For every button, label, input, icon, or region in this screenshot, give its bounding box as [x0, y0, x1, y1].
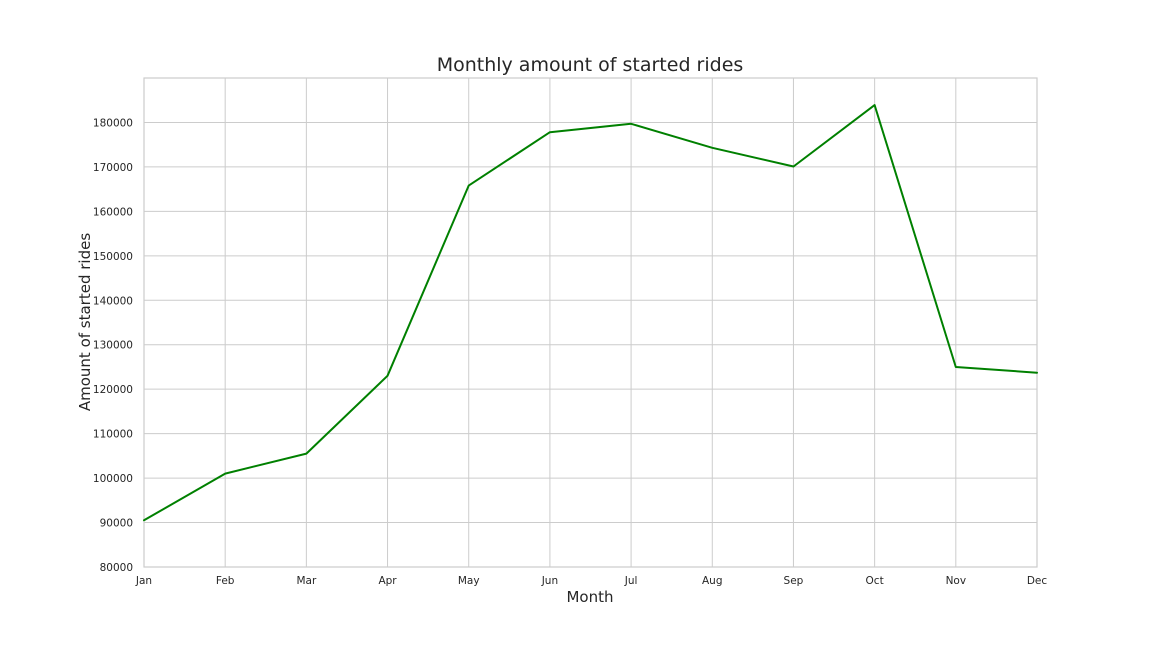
tick-labels: Jan Feb Mar Apr May Jun Jul Aug Sep Oct Nov Dec 8000… — [93, 117, 1047, 587]
y-tick-label: 90000 — [100, 518, 133, 530]
y-tick-label: 110000 — [93, 429, 133, 441]
y-tick-label: 160000 — [93, 206, 133, 218]
y-tick-label: 100000 — [93, 473, 133, 485]
series-layer — [143, 104, 1038, 522]
x-tick-label: Mar — [296, 575, 316, 587]
series-line — [143, 104, 1038, 522]
x-axis-label: Month — [566, 588, 613, 606]
x-tick-label: Nov — [946, 575, 967, 587]
y-tick-label: 120000 — [93, 384, 133, 396]
x-tick-label: Feb — [216, 575, 235, 587]
x-tick-label: Apr — [378, 575, 397, 587]
x-tick-label: Jul — [624, 575, 638, 587]
y-tick-label: 130000 — [93, 340, 133, 352]
x-tick-label: Jun — [541, 575, 558, 587]
y-tick-label: 170000 — [93, 162, 133, 174]
x-tick-label: Sep — [784, 575, 804, 587]
x-tick-label: Oct — [866, 575, 884, 587]
y-tick-label: 150000 — [93, 251, 133, 263]
x-tick-label: Aug — [702, 575, 723, 587]
x-tick-label: Dec — [1027, 575, 1048, 587]
y-tick-label: 180000 — [93, 117, 133, 129]
chart-title: Monthly amount of started rides — [437, 54, 744, 76]
x-tick-label: Jan — [135, 575, 152, 587]
grid — [143, 78, 1038, 568]
y-axis-label: Amount of started rides — [76, 233, 94, 411]
plot-frame — [143, 77, 1038, 568]
y-tick-label: 140000 — [93, 295, 133, 307]
x-tick-label: May — [458, 575, 480, 587]
y-tick-label: 80000 — [100, 562, 133, 574]
